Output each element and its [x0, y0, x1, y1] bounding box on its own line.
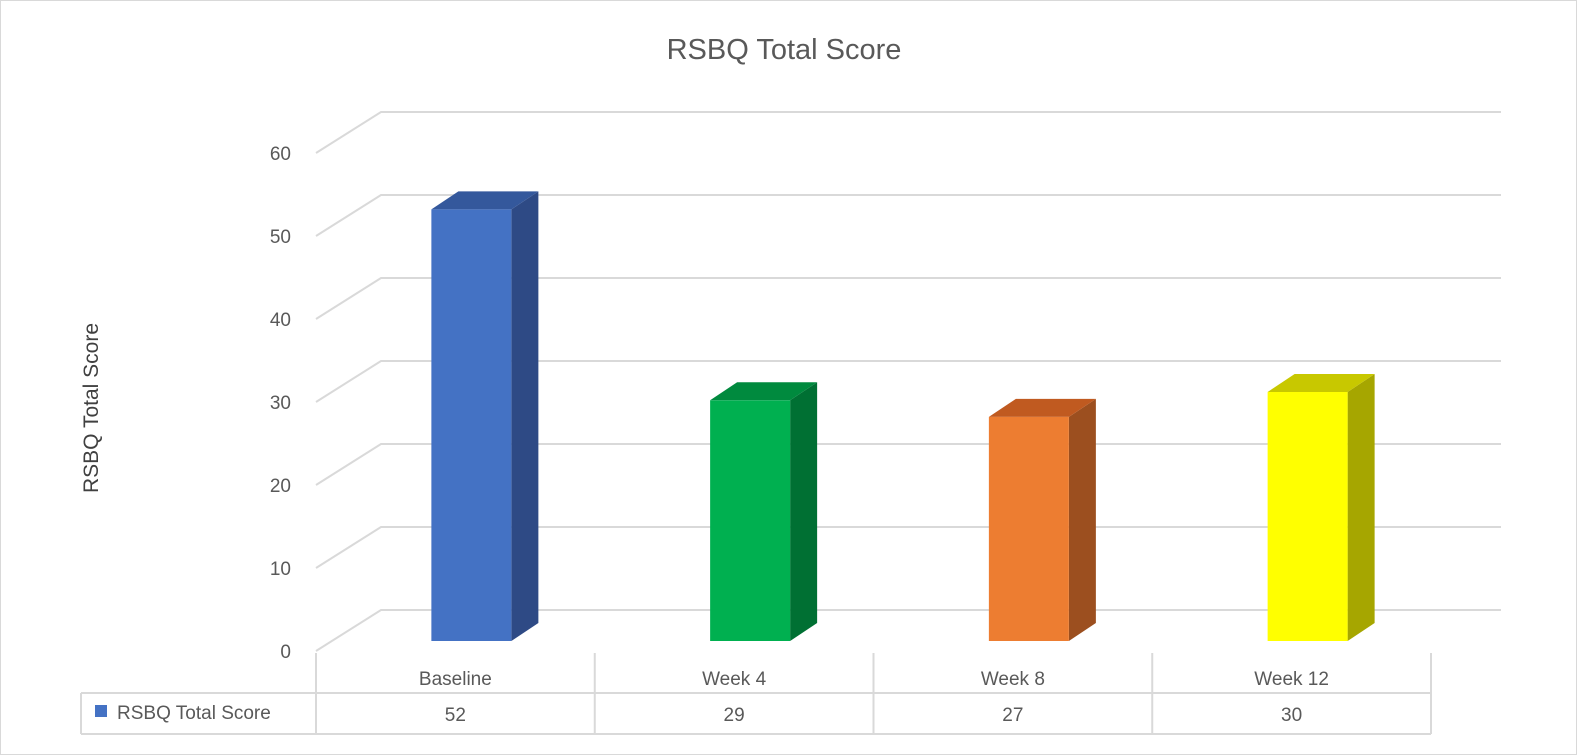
y-tick-label: 40	[270, 310, 291, 331]
bar-top	[1267, 374, 1375, 392]
y-tick-label: 10	[270, 559, 291, 580]
data-table-value: 52	[445, 705, 466, 726]
gridline	[315, 609, 1501, 652]
bar-front	[710, 400, 791, 641]
bars	[431, 191, 1375, 641]
y-tick-label: 0	[280, 642, 291, 663]
gridline	[315, 526, 1501, 569]
data-table: Baseline 52 Week 4 29 Week 8 27 Week 12 30 RSBQ …	[80, 653, 1432, 735]
gridline	[315, 277, 1501, 320]
bar-top	[710, 382, 818, 401]
y-tick-label: 20	[270, 476, 291, 497]
data-table-value: 27	[1002, 705, 1023, 726]
chart-title: RSBQ Total Score	[667, 34, 902, 66]
y-tick-label: 60	[270, 144, 291, 165]
data-table-value: 30	[1281, 705, 1302, 726]
bar-front	[988, 416, 1069, 641]
bar-baseline	[431, 191, 539, 641]
bar-top	[431, 191, 539, 210]
legend-series-label: RSBQ Total Score	[117, 703, 271, 724]
x-category-label: Baseline	[419, 669, 492, 690]
bar-top	[988, 398, 1096, 417]
data-table-value: 29	[724, 705, 745, 726]
y-tick-label: 50	[270, 227, 291, 248]
bar-front	[431, 209, 512, 641]
x-category-label: Week 8	[981, 669, 1045, 690]
y-tick-label: 30	[270, 393, 291, 414]
bar-side	[1347, 374, 1375, 641]
gridline	[315, 111, 1501, 154]
y-axis-ticks: 0 10 20 30 40 50 60	[270, 144, 291, 663]
bar-side	[790, 382, 818, 641]
gridline	[315, 194, 1501, 237]
bar-side	[1068, 398, 1096, 641]
bar-side	[511, 191, 539, 641]
y-axis-title: RSBQ Total Score	[80, 323, 103, 493]
legend-key	[95, 705, 107, 717]
bar-week-4	[710, 382, 818, 641]
gridline	[315, 360, 1501, 403]
x-category-label: Week 4	[702, 669, 767, 690]
gridline	[315, 443, 1501, 486]
bar-front	[1267, 392, 1348, 641]
x-category-label: Week 12	[1254, 669, 1329, 690]
gridlines	[315, 111, 1501, 652]
bar-week-8	[988, 398, 1096, 641]
bar-week-12	[1267, 374, 1375, 641]
